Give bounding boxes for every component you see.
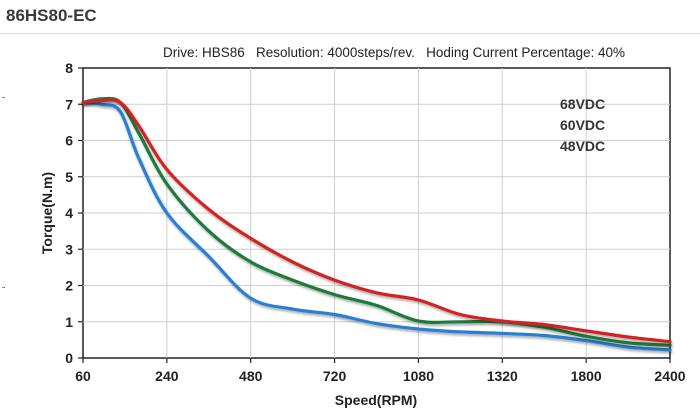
x-axis-ticks: 60 240 480 720 1080 1320 1800 2400 [75, 358, 686, 384]
x-tick-label: 1320 [487, 368, 518, 384]
y-tick-label: 2 [65, 278, 73, 294]
y-tick-label: 4 [65, 205, 73, 221]
series-line-48vdc [81, 100, 672, 352]
x-tick-label: 240 [155, 368, 179, 384]
x-tick-label: 480 [239, 368, 263, 384]
chart-subtitle: Drive: HBS86 Resolution: 4000steps/rev. … [163, 45, 625, 60]
edge-tick-mark [2, 97, 5, 98]
legend-label: 60VDC [560, 117, 605, 133]
series-lines [81, 96, 672, 352]
y-tick-label: 1 [65, 314, 73, 330]
x-tick-label: 720 [323, 368, 347, 384]
series-line-60vdc [81, 96, 672, 347]
grid-lines [83, 68, 670, 358]
y-tick-label: 3 [65, 241, 73, 257]
series-line-68vdc [81, 98, 672, 344]
legend-label: 68VDC [560, 96, 605, 112]
y-tick-label: 0 [65, 350, 73, 366]
legend-label: 48VDC [560, 138, 605, 154]
y-tick-label: 6 [65, 133, 73, 149]
page-title: 86HS80-EC [6, 6, 97, 25]
x-tick-label: 1800 [571, 368, 602, 384]
y-tick-label: 5 [65, 169, 73, 185]
x-axis-label: Speed(RPM) [335, 392, 417, 408]
x-tick-label: 1080 [403, 368, 434, 384]
y-tick-label: 7 [65, 96, 73, 112]
x-tick-label: 2400 [654, 368, 685, 384]
edge-tick-mark [2, 287, 5, 288]
y-tick-label: 8 [65, 60, 73, 76]
x-tick-label: 60 [75, 368, 91, 384]
y-axis-ticks: 0 1 2 3 4 5 6 7 8 [65, 60, 83, 366]
title-divider [0, 33, 700, 34]
legend: 68VDC 60VDC 48VDC [529, 96, 605, 154]
y-axis-label: Torque(N.m) [39, 172, 55, 254]
